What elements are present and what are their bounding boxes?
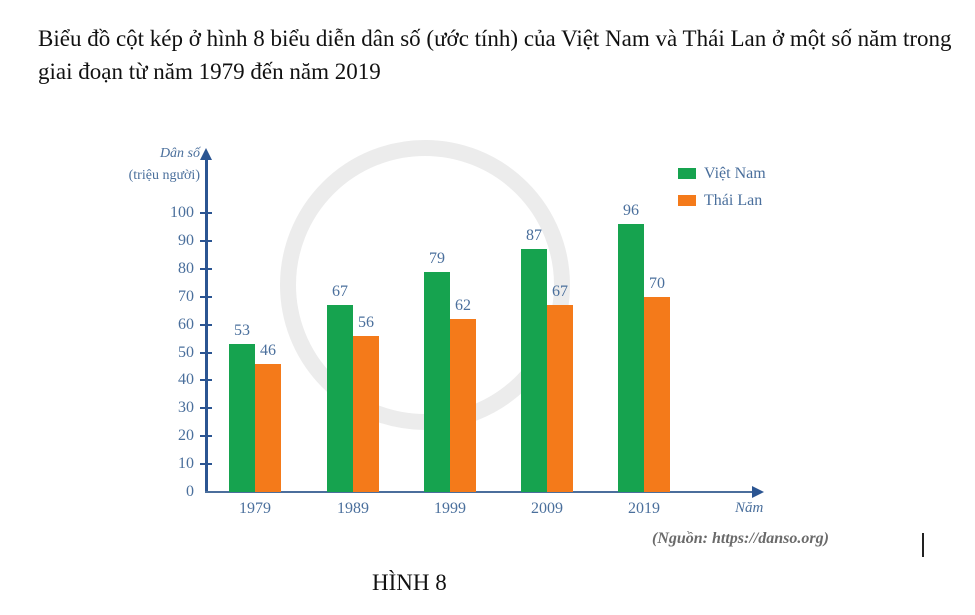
y-tick: [200, 323, 212, 326]
bar-value-label: 46: [260, 341, 276, 359]
x-tick-label: 1999: [434, 500, 466, 517]
y-tick-label: 10: [178, 455, 194, 473]
y-tick: [200, 379, 212, 382]
bar: [327, 305, 353, 492]
bar-value-label: 67: [332, 283, 348, 301]
y-axis-title: Dân số: [159, 146, 200, 161]
y-tick-label: 70: [178, 287, 194, 305]
source-note: (Nguồn: https://danso.org): [652, 530, 829, 547]
y-tick: [200, 407, 212, 410]
bar: [424, 271, 450, 492]
y-tick-label: 90: [178, 231, 194, 249]
y-tick-label: 80: [178, 259, 194, 277]
bar-value-label: 56: [358, 313, 374, 331]
y-tick: [200, 267, 212, 270]
x-axis: [205, 491, 755, 493]
intro-paragraph: Biểu đồ cột kép ở hình 8 biểu diễn dân s…: [38, 26, 952, 84]
y-tick-label: 60: [178, 315, 194, 333]
y-tick-label: 20: [178, 427, 194, 445]
x-axis-title: Năm: [735, 500, 764, 516]
legend-label: Việt Nam: [704, 164, 766, 182]
x-axis-arrow-icon: [752, 486, 764, 498]
bar-value-label: 79: [429, 249, 445, 267]
legend: Việt Nam Thái Lan: [678, 160, 766, 214]
y-tick-label: 100: [170, 204, 194, 221]
legend-swatch-green: [678, 168, 696, 179]
bar: [450, 319, 476, 492]
y-tick: [200, 435, 212, 438]
bar-value-label: 96: [623, 202, 639, 220]
bar: [547, 305, 573, 492]
bar: [618, 224, 644, 492]
x-tick-label: 2009: [531, 500, 563, 517]
legend-item-thai-lan: Thái Lan: [678, 187, 766, 214]
bar-value-label: 70: [649, 274, 665, 292]
legend-swatch-orange: [678, 195, 696, 206]
bar: [255, 363, 281, 492]
y-tick: [200, 463, 212, 466]
bar: [521, 249, 547, 492]
y-tick: [200, 295, 212, 298]
bar: [353, 335, 379, 492]
y-axis-unit: (triệu người): [128, 168, 200, 183]
y-tick-label: 0: [186, 483, 194, 500]
text-cursor: [922, 533, 924, 557]
bar-value-label: 62: [455, 297, 471, 315]
bar: [644, 296, 670, 492]
figure-caption: HÌNH 8: [372, 570, 447, 595]
y-tick: [200, 351, 212, 354]
x-tick-label: 1979: [239, 500, 271, 517]
bar: [229, 344, 255, 492]
x-tick-label: 1989: [337, 500, 369, 517]
legend-item-viet-nam: Việt Nam: [678, 160, 766, 187]
y-axis-arrow-icon: [200, 148, 212, 160]
y-tick-label: 50: [178, 343, 194, 361]
y-tick-label: 30: [178, 399, 194, 417]
y-tick-label: 40: [178, 371, 194, 389]
bar-value-label: 67: [552, 283, 568, 301]
x-tick-label: 2019: [628, 500, 660, 517]
legend-label: Thái Lan: [704, 191, 763, 209]
y-tick: [200, 212, 212, 214]
bar-value-label: 53: [234, 322, 250, 340]
y-tick: [200, 239, 212, 242]
bar-value-label: 87: [526, 227, 542, 245]
